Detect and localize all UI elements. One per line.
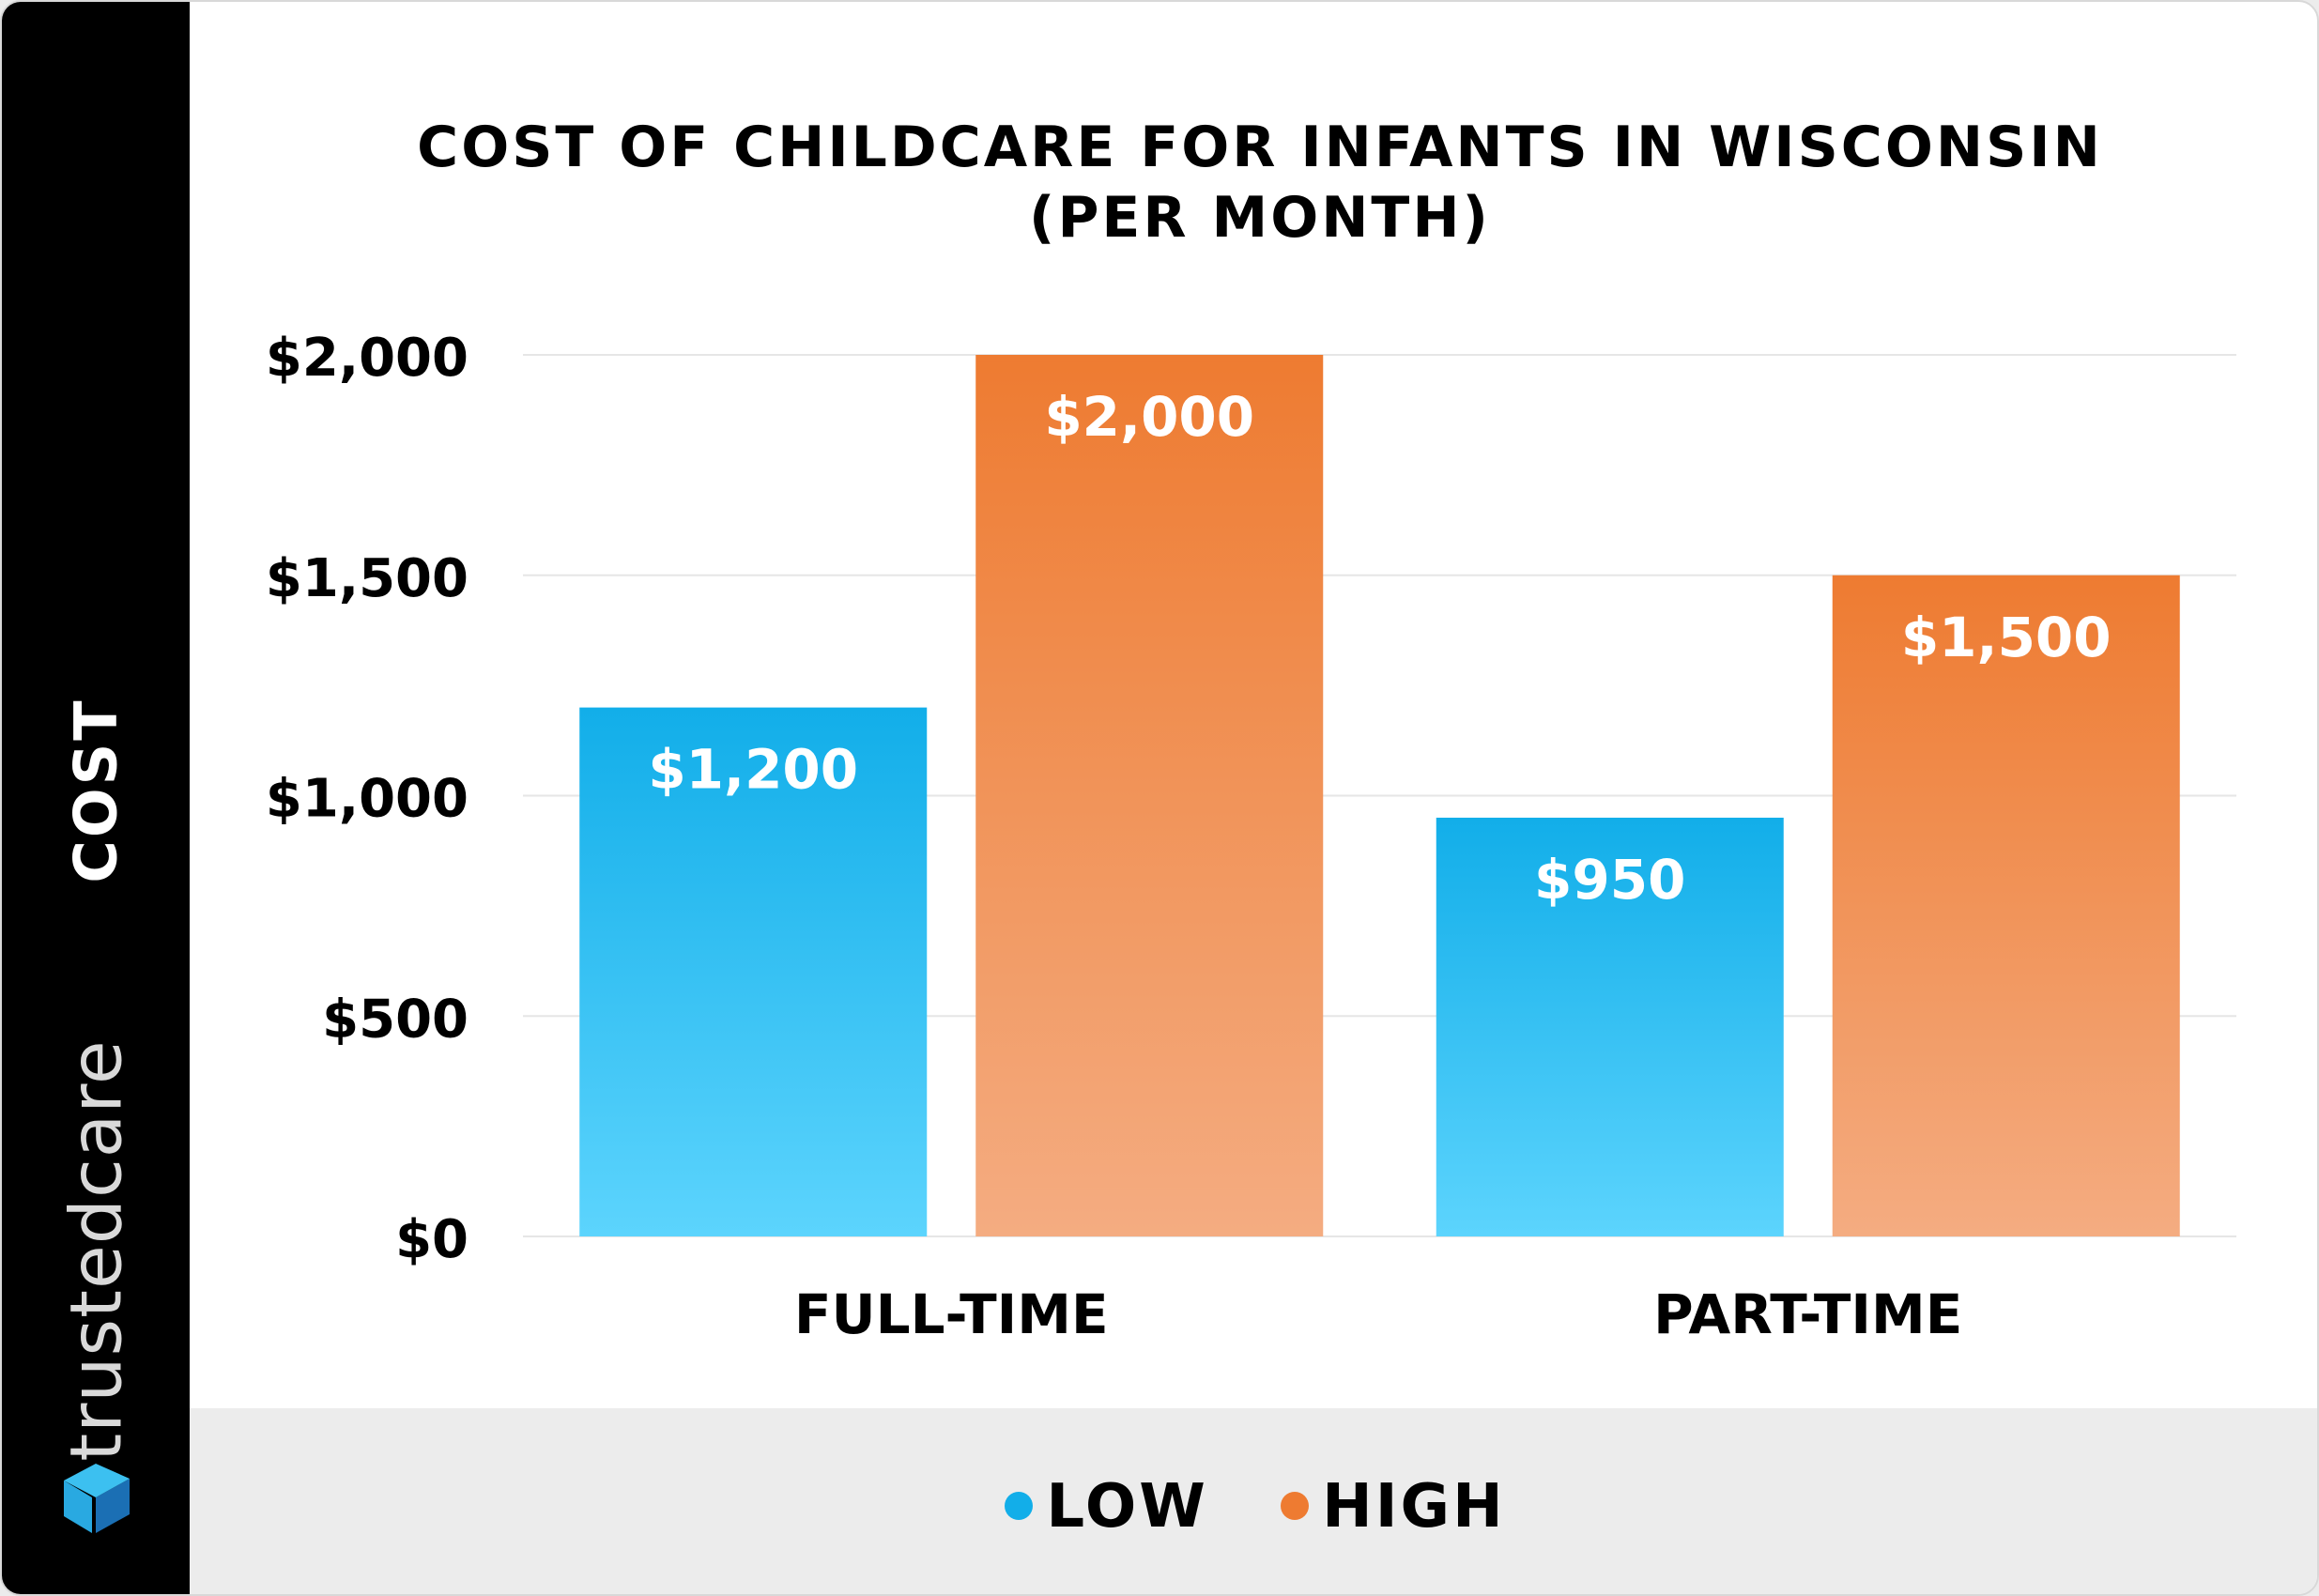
- bar-high-part-time: [1832, 575, 2180, 1236]
- legend-label-low: LOW: [1046, 1472, 1208, 1542]
- x-tick-label: PART-TIME: [1653, 1282, 1962, 1346]
- legend: LOW HIGH: [190, 1472, 2317, 1542]
- y-tick-label: $0: [395, 1209, 468, 1270]
- bar-value-label: $2,000: [1044, 385, 1254, 449]
- bar-low-full-time: [579, 707, 928, 1236]
- legend-dot-low: [1005, 1492, 1034, 1521]
- legend-item-low: LOW: [1005, 1472, 1208, 1542]
- bar-value-label: $950: [1534, 848, 1685, 912]
- sidebar: COST trustedcare: [2, 2, 190, 1594]
- bar-value-label: $1,500: [1901, 606, 2112, 669]
- legend-item-high: HIGH: [1281, 1472, 1505, 1542]
- bar-low-part-time: [1436, 817, 1784, 1236]
- bar-value-label: $1,200: [648, 738, 858, 802]
- legend-band: LOW HIGH: [190, 1408, 2317, 1594]
- y-tick-label: $1,500: [266, 548, 468, 609]
- trustedcare-logo-icon: [64, 1464, 130, 1533]
- y-tick-label: $1,000: [266, 769, 468, 830]
- bar-high-full-time: [975, 355, 1324, 1236]
- y-tick-label: $2,000: [266, 328, 468, 389]
- x-tick-label: FULL-TIME: [794, 1282, 1109, 1346]
- bar-chart: COST OF CHILDCARE FOR INFANTS IN WISCONS…: [266, 115, 2236, 1346]
- legend-label-high: HIGH: [1322, 1472, 1506, 1542]
- legend-dot-high: [1281, 1492, 1310, 1521]
- chart-title: COST OF CHILDCARE FOR INFANTS IN WISCONS…: [417, 115, 2103, 180]
- chart-subtitle: (PER MONTH): [1029, 185, 1491, 251]
- y-tick-label: $500: [322, 989, 468, 1050]
